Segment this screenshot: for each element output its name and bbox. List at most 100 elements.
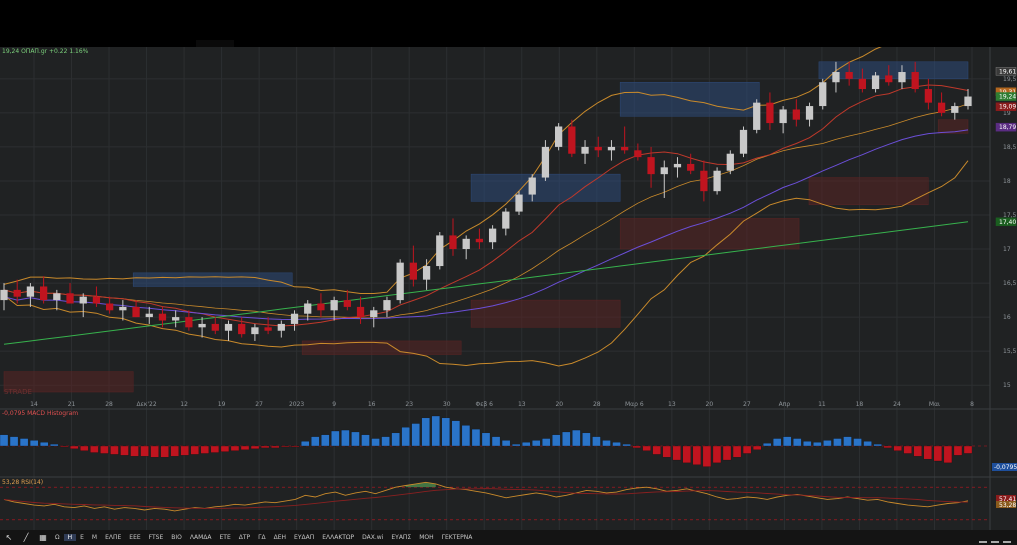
time-axis-label: Δεκ'22 bbox=[136, 401, 156, 408]
time-axis-label: 28 bbox=[593, 401, 601, 408]
bollinger-middle-line bbox=[3, 103, 969, 319]
macd-bar bbox=[9, 436, 19, 447]
macd-bar bbox=[210, 445, 220, 453]
grid-layer bbox=[0, 47, 1017, 530]
macd-bar bbox=[311, 436, 320, 447]
macd-bar bbox=[953, 445, 963, 456]
candle-body bbox=[224, 323, 233, 331]
symbol-tab[interactable]: ΓΔ bbox=[258, 534, 266, 541]
rsi-tag bbox=[996, 501, 1016, 508]
bollinger-upper-line bbox=[3, 47, 968, 294]
macd-bar bbox=[200, 445, 209, 454]
macd-bar bbox=[250, 445, 260, 449]
symbol-tab[interactable]: ΕΛΛΑΚΤΩΡ bbox=[322, 534, 355, 541]
macd-histogram-layer bbox=[0, 415, 990, 467]
symbol-tab[interactable]: Ε bbox=[80, 534, 84, 541]
axis-layer: 14 21 28 Δεκ'22 12 19 27 2023 9 16 23 30 Φεβ 6 13 20 28… bbox=[30, 67, 1017, 509]
candle-body bbox=[13, 289, 21, 297]
symbol-tab[interactable]: ΜΟΗ bbox=[419, 534, 434, 541]
time-axis-label: 19 bbox=[218, 401, 226, 408]
candle-body bbox=[238, 323, 246, 335]
time-axis-label: 18 bbox=[856, 401, 864, 408]
macd-bar bbox=[361, 434, 370, 447]
symbol-tab[interactable]: FTSE bbox=[148, 534, 164, 541]
chart-canvas[interactable]: 14 21 28 Δεκ'22 12 19 27 2023 9 16 23 30 Φεβ 6 13 20 28… bbox=[0, 47, 1017, 530]
macd-bar bbox=[672, 445, 681, 461]
pen-icon[interactable]: ╱ bbox=[23, 532, 29, 542]
time-axis-label: 27 bbox=[255, 401, 263, 408]
macd-bar bbox=[662, 445, 671, 458]
candle-body bbox=[132, 306, 140, 318]
price-tag-label: 19,31 bbox=[999, 89, 1016, 96]
symbol-tab[interactable]: ΒΙΟ bbox=[171, 534, 182, 541]
macd-bar bbox=[923, 445, 932, 460]
window-tab[interactable] bbox=[196, 40, 234, 48]
candle-body bbox=[462, 238, 470, 250]
cursor-icon[interactable]: ↖ bbox=[5, 532, 13, 542]
candle-body bbox=[634, 150, 642, 158]
candle-body bbox=[937, 102, 946, 113]
macd-bar bbox=[381, 436, 390, 447]
area-chart-icon[interactable] bbox=[991, 533, 999, 543]
symbol-tab[interactable]: ΛΑΜΔΑ bbox=[189, 534, 212, 541]
symbol-tab[interactable]: ΓΕΚΤΕΡΝΑ bbox=[441, 534, 473, 541]
candle-body bbox=[779, 109, 787, 124]
macd-bar bbox=[421, 417, 430, 447]
macd-bar bbox=[19, 438, 29, 447]
time-axis-label: Φεβ 6 bbox=[475, 401, 493, 408]
candle-body bbox=[951, 106, 959, 113]
symbol-tab[interactable]: DAX.wi bbox=[362, 534, 384, 541]
symbol-tab[interactable]: ΕΥΔΑΠ bbox=[294, 534, 315, 541]
symbol-tab[interactable]: Ω bbox=[55, 534, 60, 541]
rsi-signal-line bbox=[3, 488, 969, 509]
macd-bar bbox=[763, 443, 772, 447]
price-axis-label: 16 bbox=[1003, 314, 1011, 321]
candle-body bbox=[541, 146, 550, 178]
macd-bar bbox=[431, 415, 440, 447]
symbol-tab[interactable]: Η bbox=[63, 534, 77, 541]
supply-zone bbox=[619, 81, 760, 117]
candle-body bbox=[317, 303, 325, 311]
candle-body bbox=[396, 262, 404, 301]
symbol-tab[interactable]: ΕΛΠΕ bbox=[105, 534, 122, 541]
symbol-tab[interactable]: ΕΥΑΠΣ bbox=[391, 534, 412, 541]
line-chart-icon[interactable] bbox=[979, 533, 987, 543]
macd-bar bbox=[793, 438, 802, 447]
macd-bar bbox=[481, 432, 491, 447]
demand-zone bbox=[301, 340, 462, 355]
time-axis-label: 27 bbox=[743, 401, 751, 408]
candle-body bbox=[277, 323, 285, 331]
symbol-tab[interactable]: Μ bbox=[91, 534, 98, 541]
time-axis-label: 16 bbox=[368, 401, 376, 408]
symbol-tab[interactable]: ΔΕΗ bbox=[273, 534, 287, 541]
macd-bar bbox=[170, 445, 179, 457]
macd-tag bbox=[992, 463, 1017, 471]
symbol-tab[interactable]: ΕΕΕ bbox=[129, 534, 141, 541]
moving-average-layer bbox=[3, 47, 969, 367]
top-black-bar bbox=[0, 0, 1017, 48]
demand-zone bbox=[3, 371, 134, 393]
symbol-tab[interactable]: ΕΤΕ bbox=[219, 534, 231, 541]
ma-red-line bbox=[3, 84, 969, 327]
demand-zone bbox=[937, 119, 969, 134]
macd-bar bbox=[130, 445, 139, 457]
candle-body bbox=[251, 327, 259, 335]
macd-bar bbox=[50, 443, 59, 447]
candle-body bbox=[409, 262, 418, 280]
supply-zone bbox=[818, 61, 969, 80]
time-axis-label: 28 bbox=[105, 401, 113, 408]
candle-body bbox=[475, 238, 484, 243]
candle-body bbox=[687, 163, 695, 171]
macd-bar bbox=[90, 445, 99, 453]
candle-body bbox=[832, 72, 840, 83]
symbol-tab[interactable]: ΔΤΡ bbox=[238, 534, 251, 541]
macd-bar bbox=[773, 438, 782, 447]
layout-icon[interactable]: ▦ bbox=[39, 532, 47, 542]
bar-chart-icon[interactable] bbox=[1003, 533, 1011, 543]
candle-body bbox=[436, 235, 444, 267]
macd-bar bbox=[893, 445, 902, 451]
candle-body bbox=[871, 75, 880, 90]
chart-area[interactable]: 14 21 28 Δεκ'22 12 19 27 2023 9 16 23 30 Φεβ 6 13 20 28… bbox=[0, 47, 1017, 530]
candle-body bbox=[92, 296, 101, 304]
price-tag-label: 19,24 bbox=[999, 94, 1016, 101]
